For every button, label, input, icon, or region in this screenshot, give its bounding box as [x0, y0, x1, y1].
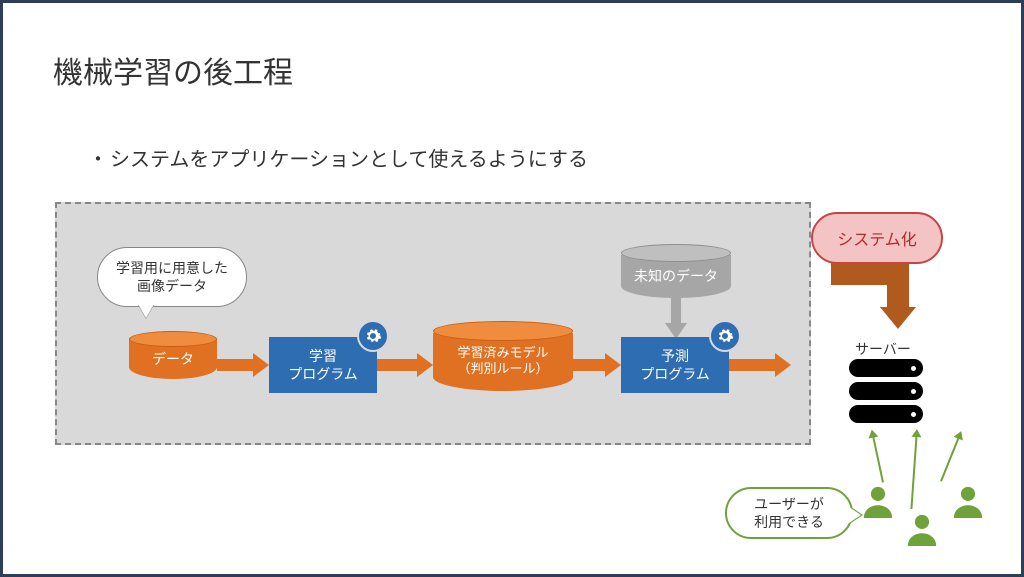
user-icon: [905, 511, 939, 547]
model-cylinder: 学習済みモデル （判別ルール）: [433, 323, 573, 391]
arrow-model-to-predict: [573, 355, 621, 375]
gear-icon: [357, 320, 389, 352]
callout-line1: 学習用に用意した: [116, 260, 228, 276]
user-icon: [951, 483, 985, 519]
arrow-unknown-to-predict: [667, 297, 685, 339]
slide-subtitle: システムをアプリケーションとして使えるようにする: [88, 143, 588, 172]
users-line1: ユーザーが: [754, 496, 824, 512]
user-arrow-1: [872, 435, 884, 482]
predict-line1: 予測: [661, 348, 689, 364]
train-line2: プログラム: [288, 366, 358, 382]
model-line1: 学習済みモデル: [457, 345, 548, 360]
user-arrow-3: [940, 436, 960, 481]
bent-arrow-icon: [831, 263, 911, 333]
users-callout: ユーザーが 利用できる: [725, 487, 853, 539]
data-label: データ: [129, 349, 217, 369]
server-icon: [849, 359, 923, 427]
server-label: サーバー: [855, 339, 911, 359]
arrow-predict-out: [729, 355, 791, 375]
arrow-data-to-train: [217, 355, 269, 375]
model-line2: （判別ルール）: [457, 361, 548, 376]
training-data-callout: 学習用に用意した 画像データ: [97, 247, 247, 307]
slide-title: 機械学習の後工程: [53, 48, 293, 92]
train-line1: 学習: [309, 348, 337, 364]
users-line2: 利用できる: [754, 514, 824, 530]
unknown-label: 未知のデータ: [621, 266, 731, 286]
gear-icon: [709, 320, 741, 352]
callout-line2: 画像データ: [137, 278, 207, 294]
unknown-data-cylinder: 未知のデータ: [621, 246, 731, 298]
user-arrow-2: [910, 435, 917, 509]
arrow-train-to-model: [377, 355, 433, 375]
data-cylinder: データ: [129, 331, 217, 379]
systemize-callout: システム化: [811, 212, 943, 264]
user-icon: [861, 483, 895, 519]
predict-line2: プログラム: [640, 366, 710, 382]
